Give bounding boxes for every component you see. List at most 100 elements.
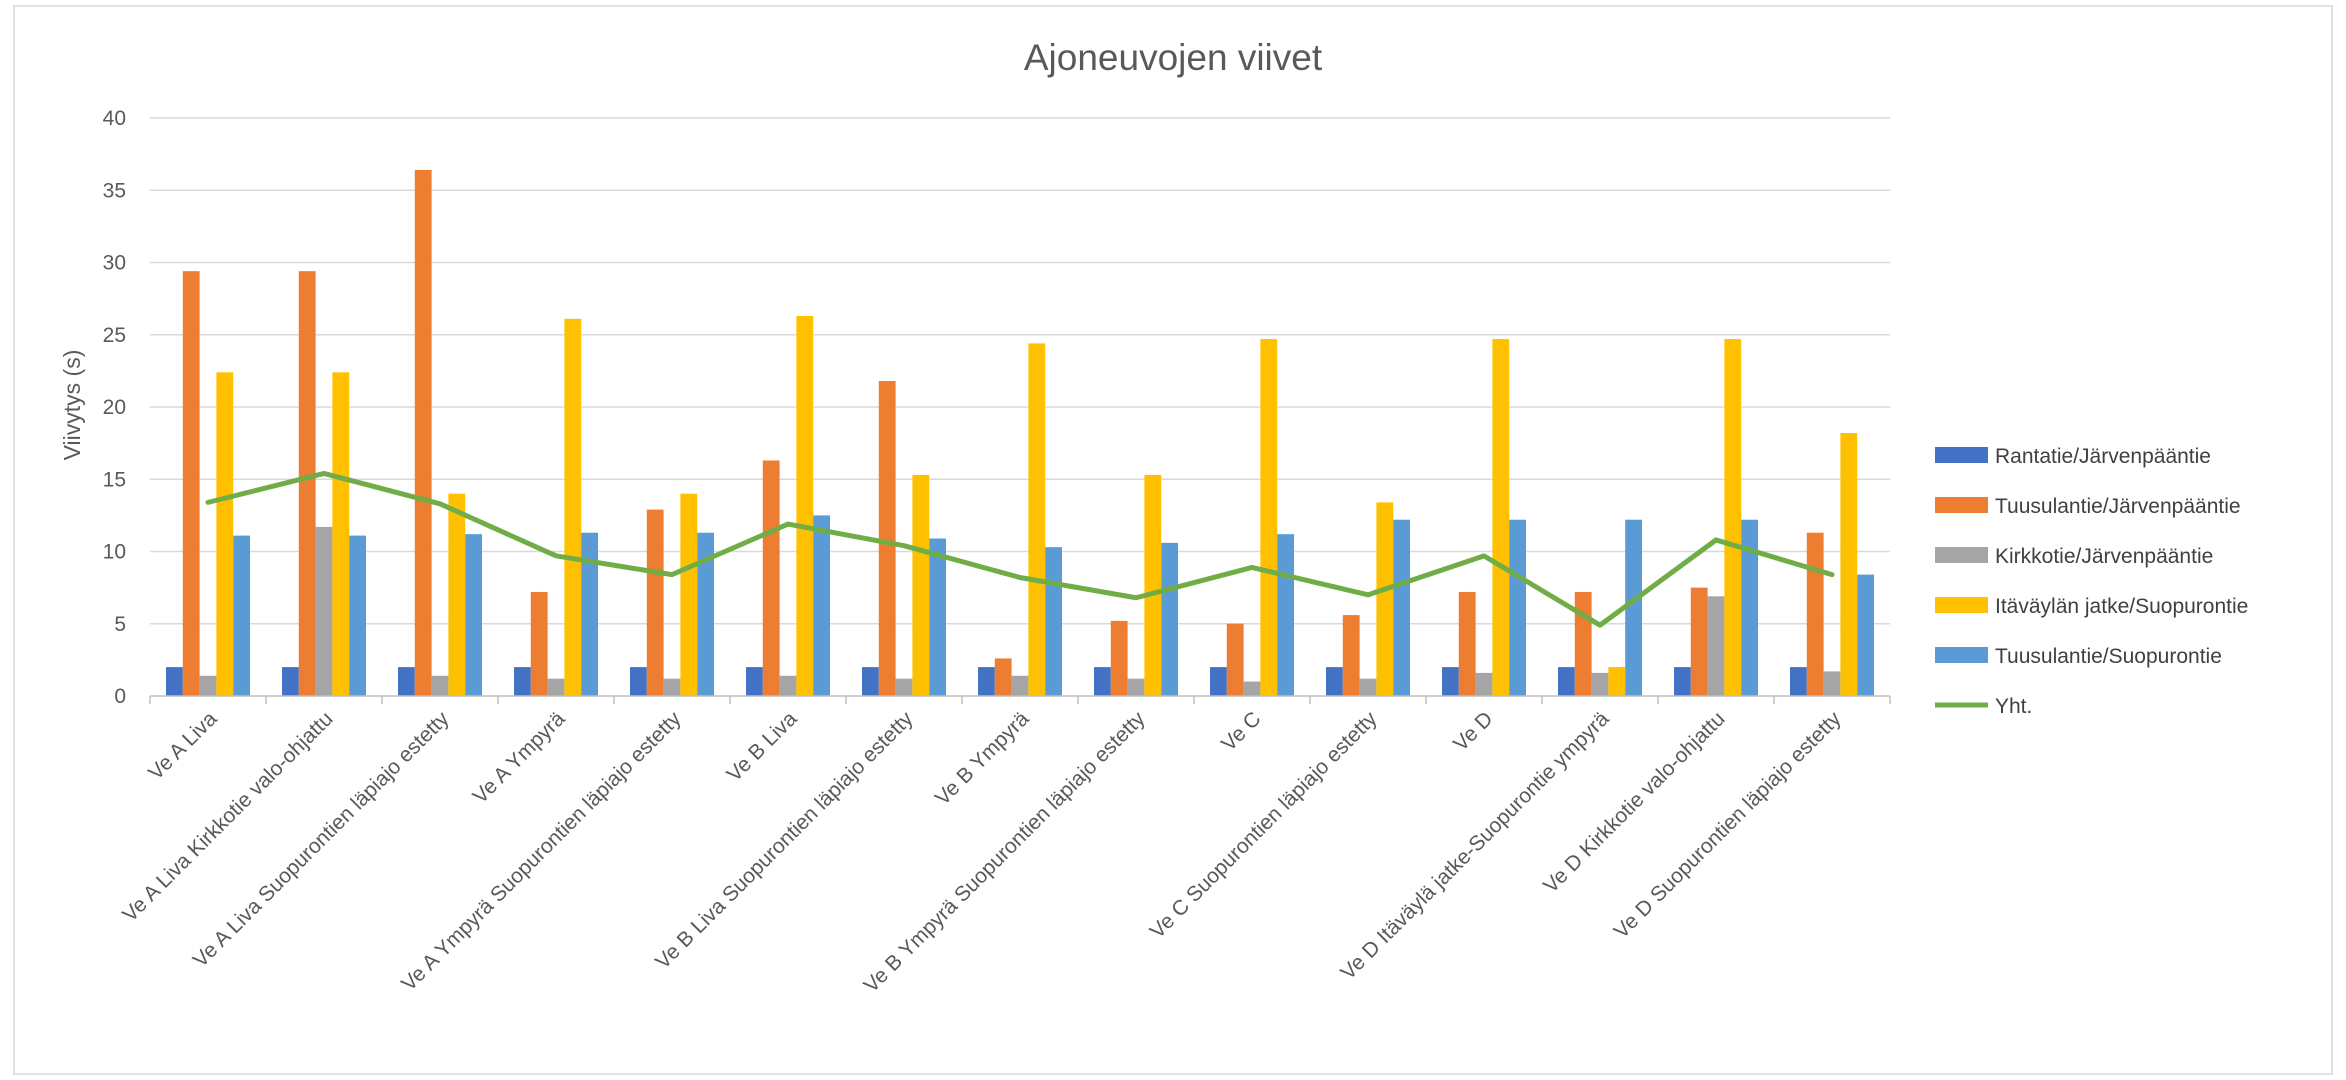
y-tick-label: 0 [114,685,126,708]
bar [1359,678,1377,696]
bar [1011,675,1029,696]
bar [514,667,531,696]
bar [1674,667,1691,696]
y-tick-label: 30 [103,252,126,275]
bar [762,460,780,696]
bar [1243,681,1261,696]
bar [912,474,930,696]
bar [1574,591,1592,696]
bar [1045,547,1062,696]
bar [431,675,449,696]
bar [199,675,217,696]
bar [1094,667,1111,696]
bar [564,318,582,696]
bar [630,667,647,696]
legend-label: Kirkkotie/Järvenpääntie [1995,545,2213,568]
bar [796,315,814,696]
bar [216,372,234,696]
legend-label: Rantatie/Järvenpääntie [1995,445,2211,468]
bar [862,667,879,696]
legend-swatch [1935,647,1988,663]
bar [813,515,830,696]
legend-swatch [1935,497,1988,513]
bar [1226,623,1244,696]
bar [1028,343,1046,696]
bar [779,675,797,696]
bar [1724,339,1742,696]
bar [1840,433,1858,696]
bar [282,667,299,696]
bar [1806,532,1824,696]
bar [1326,667,1343,696]
bar [414,170,432,696]
bar [448,493,466,696]
chart-frame [13,5,2333,1075]
legend-swatch [1935,547,1988,563]
bar [298,271,316,696]
bar [1277,534,1294,696]
bar [1475,672,1493,696]
bar [1342,615,1360,696]
y-axis-title: Viivytys (s) [59,350,85,461]
y-tick-label: 15 [103,468,126,491]
legend-swatch [1935,447,1988,463]
y-tick-label: 35 [103,179,126,202]
bar [1608,667,1626,696]
bar [1790,667,1807,696]
bar [646,509,664,696]
bar [746,667,763,696]
bar [994,658,1012,696]
bar [233,535,250,696]
bar [530,591,548,696]
bar [1690,587,1708,696]
total-line [205,470,1835,628]
bar [929,538,946,696]
bar [680,493,698,696]
bar [1558,667,1575,696]
bar [465,534,482,696]
bar [1625,519,1642,696]
bar [1260,339,1278,696]
bar [1376,502,1394,696]
bar [182,271,200,696]
chart-title: Ajoneuvojen viivet [1024,37,1323,78]
bar [398,667,415,696]
bar [166,667,183,696]
bar [1492,339,1510,696]
legend-label: Yht. [1995,695,2032,718]
bar [1707,596,1725,696]
y-tick-label: 10 [103,541,126,564]
legend: Rantatie/Järvenpääntie Tuusulantie/Järven… [1935,445,2248,718]
bar [1210,667,1227,696]
bar [895,678,913,696]
bar [1591,672,1609,696]
legend-label: Itäväylän jatke/Suopurontie [1995,595,2248,618]
bar [1127,678,1145,696]
y-tick-label: 5 [114,613,126,636]
bar [1509,519,1526,696]
bar [697,532,714,696]
bar [1741,519,1758,696]
legend-label: Tuusulantie/Järvenpääntie [1995,495,2241,518]
bar [1144,474,1162,696]
bar [878,380,896,696]
y-tick-label: 40 [103,107,126,130]
bar [1393,519,1410,696]
bar [663,678,681,696]
bar [332,372,350,696]
series-line [205,470,1835,628]
y-tick-label: 20 [103,396,126,419]
bar [1442,667,1459,696]
bar [349,535,366,696]
bar [1110,620,1128,696]
bar [978,667,995,696]
bar [1823,671,1841,696]
legend-swatch [1935,597,1988,613]
bar [547,678,565,696]
bar [315,526,333,696]
legend-label: Tuusulantie/Suopurontie [1995,645,2222,668]
bar [1458,591,1476,696]
bar [1161,542,1178,696]
